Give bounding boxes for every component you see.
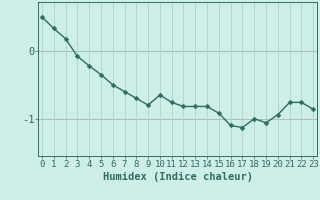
X-axis label: Humidex (Indice chaleur): Humidex (Indice chaleur)	[103, 172, 252, 182]
